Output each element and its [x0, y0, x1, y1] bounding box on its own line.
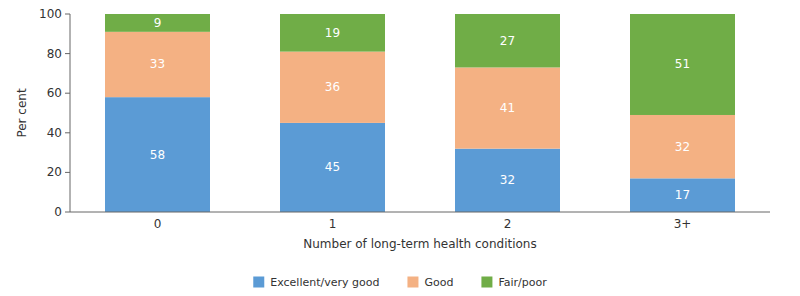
data-label: 45 [325, 160, 340, 174]
y-tick [65, 14, 70, 15]
legend-item: Fair/poor [481, 276, 547, 289]
y-tick-label: 60 [47, 86, 62, 100]
y-axis: 0 20 40 60 80 100 Per cent [15, 7, 70, 219]
data-label: 19 [325, 26, 340, 40]
y-tick [65, 172, 70, 173]
legend-swatch [407, 277, 418, 288]
data-labels: 58 45 32 17 33 36 41 32 9 19 27 51 [150, 16, 690, 202]
chart-container: 58453217333641329192751020406080100Per c… [0, 0, 800, 296]
y-tick [65, 132, 70, 133]
data-label: 32 [500, 173, 515, 187]
y-tick-label: 20 [47, 165, 62, 179]
bar-segment [455, 14, 560, 67]
x-axis-label: Number of long-term health conditions [303, 237, 536, 251]
y-tick [65, 93, 70, 94]
bar-segment [630, 14, 735, 115]
data-label: 58 [150, 148, 165, 162]
y-tick-label: 100 [39, 7, 62, 21]
bar-segment [455, 67, 560, 148]
bar-segment [280, 123, 385, 212]
legend-label: Excellent/very good [270, 276, 379, 289]
y-axis-label: Per cent [15, 88, 29, 138]
data-label: 33 [150, 57, 165, 71]
y-tick [65, 53, 70, 54]
legend-item: Excellent/very good [253, 276, 379, 289]
x-axis-line [70, 212, 770, 213]
legend-swatch [481, 277, 492, 288]
x-tick-label: 1 [329, 217, 337, 231]
x-tick-label: 0 [154, 217, 162, 231]
legend-label: Fair/poor [498, 276, 547, 289]
data-label: 27 [500, 34, 515, 48]
bar-segment [105, 32, 210, 97]
y-tick-label: 0 [54, 205, 62, 219]
bar-segment [105, 14, 210, 32]
y-axis-line [70, 14, 71, 212]
data-label: 41 [500, 101, 515, 115]
bar-segment [630, 178, 735, 212]
bar-segment [630, 115, 735, 178]
data-label: 32 [675, 140, 690, 154]
bar-segment [455, 149, 560, 212]
data-label: 9 [154, 16, 162, 30]
legend: Excellent/very good Good Fair/poor [253, 276, 547, 289]
data-label: 17 [675, 188, 690, 202]
x-axis: 0 1 2 3+ Number of long-term health conditio… [70, 212, 770, 251]
bars [105, 14, 735, 212]
legend-swatch [253, 277, 264, 288]
data-label: 51 [675, 57, 690, 71]
y-tick-label: 80 [47, 47, 62, 61]
chart-svg: 58453217333641329192751020406080100Per c… [0, 0, 800, 296]
y-tick [65, 212, 70, 213]
x-tick-label: 3+ [674, 217, 692, 231]
legend-item: Good [407, 276, 453, 289]
data-label: 36 [325, 80, 340, 94]
x-tick-label: 2 [504, 217, 512, 231]
bar-segment [105, 97, 210, 212]
y-tick-label: 40 [47, 126, 62, 140]
bar-segment [280, 52, 385, 123]
bar-segment [280, 14, 385, 52]
legend-label: Good [424, 276, 453, 289]
